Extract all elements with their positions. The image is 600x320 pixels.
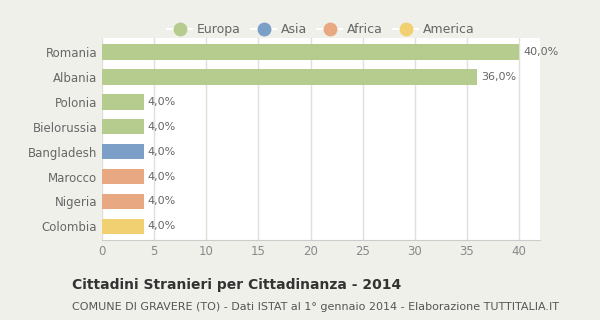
Bar [102, 69, 478, 85]
Bar [102, 169, 144, 184]
Bar [102, 144, 144, 159]
Text: 40,0%: 40,0% [523, 47, 559, 57]
Bar [102, 219, 144, 234]
Text: 4,0%: 4,0% [148, 196, 176, 206]
Text: 4,0%: 4,0% [148, 172, 176, 181]
Text: 4,0%: 4,0% [148, 221, 176, 231]
Bar [102, 94, 144, 109]
Text: 36,0%: 36,0% [482, 72, 517, 82]
Text: 4,0%: 4,0% [148, 147, 176, 157]
Bar [102, 44, 519, 60]
Text: Cittadini Stranieri per Cittadinanza - 2014: Cittadini Stranieri per Cittadinanza - 2… [72, 278, 401, 292]
Text: 4,0%: 4,0% [148, 97, 176, 107]
Text: COMUNE DI GRAVERE (TO) - Dati ISTAT al 1° gennaio 2014 - Elaborazione TUTTITALIA: COMUNE DI GRAVERE (TO) - Dati ISTAT al 1… [72, 302, 559, 312]
Bar [102, 119, 144, 134]
Text: 4,0%: 4,0% [148, 122, 176, 132]
Bar [102, 194, 144, 209]
Legend: Europa, Asia, Africa, America: Europa, Asia, Africa, America [162, 19, 480, 42]
